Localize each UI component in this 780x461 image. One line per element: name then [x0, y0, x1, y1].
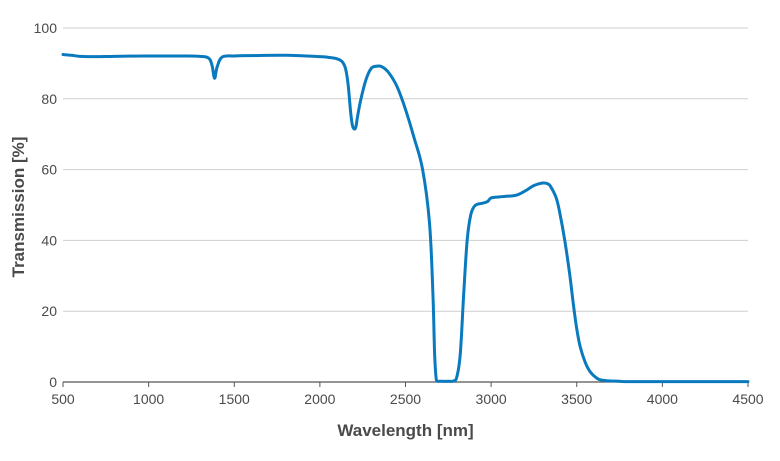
x-tick-label: 4000 — [647, 391, 678, 407]
y-tick-label: 20 — [41, 303, 57, 319]
x-tick-label: 2000 — [304, 391, 335, 407]
x-tick-label: 1000 — [133, 391, 164, 407]
x-axis-title: Wavelength [nm] — [337, 421, 473, 440]
y-tick-label: 100 — [34, 20, 58, 36]
x-tick-label: 3500 — [561, 391, 592, 407]
x-tick-label: 3000 — [476, 391, 507, 407]
x-tick-label: 2500 — [390, 391, 421, 407]
y-axis-title: Transmission [%] — [9, 137, 28, 278]
y-tick-label: 80 — [41, 91, 57, 107]
x-tick-label: 1500 — [219, 391, 250, 407]
y-tick-label: 60 — [41, 162, 57, 178]
x-tick-label: 500 — [51, 391, 75, 407]
y-tick-label: 0 — [49, 374, 57, 390]
grid — [63, 27, 748, 312]
tick-labels: 0 20 40 60 80 100 500 1000 1500 2000 2500 3000 3500 4… — [34, 20, 764, 407]
x-tick-label: 4500 — [732, 391, 763, 407]
y-tick-label: 40 — [41, 232, 57, 248]
series-transmission-line — [61, 53, 750, 384]
series-layer — [61, 53, 750, 384]
